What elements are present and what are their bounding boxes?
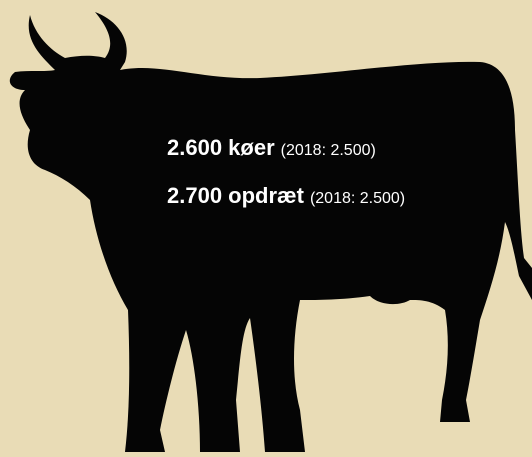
cow-silhouette xyxy=(9,12,532,452)
stat-main: 2.700 opdræt xyxy=(167,183,305,208)
stat-line: 2.700 opdræt (2018: 2.500) xyxy=(167,183,405,208)
stat-line: 2.600 køer (2018: 2.500) xyxy=(167,135,376,160)
stat-note: (2018: 2.500) xyxy=(281,142,376,159)
stat-note: (2018: 2.500) xyxy=(310,190,405,207)
stat-main: 2.600 køer xyxy=(167,135,275,160)
